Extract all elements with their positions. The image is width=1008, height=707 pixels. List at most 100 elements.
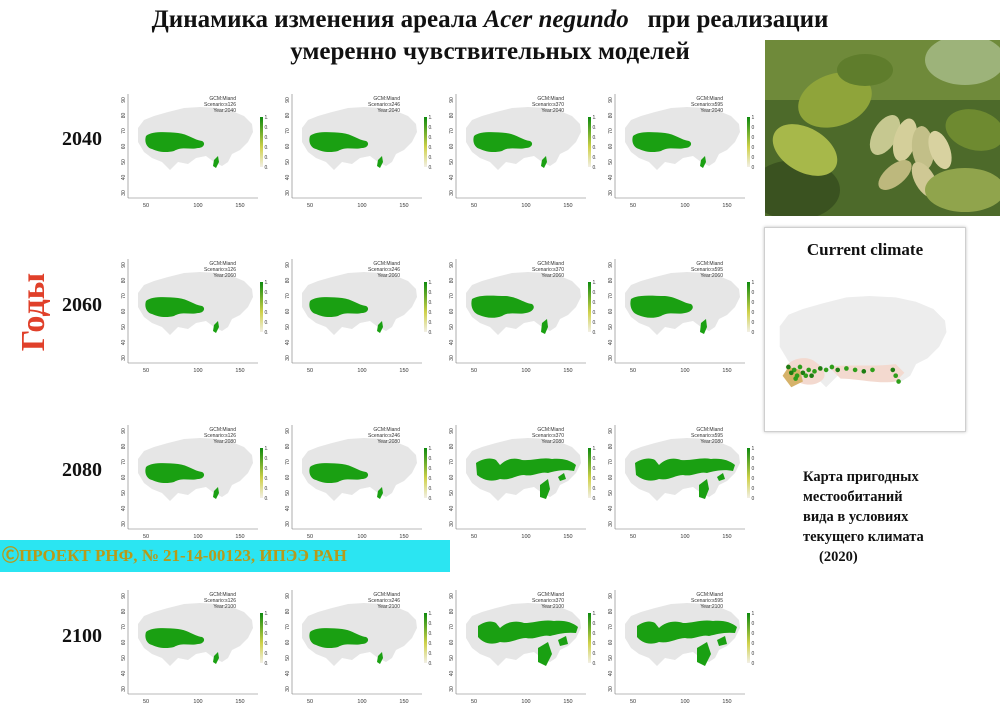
habitat-range-east — [213, 321, 219, 333]
y-tick-label: 40 — [121, 671, 127, 677]
scenario-label: Scenario:s126 — [204, 102, 236, 108]
gcm-label: GCM:Miand — [209, 96, 236, 102]
x-tick-label: 150 — [399, 203, 408, 209]
y-tick-label: 70 — [121, 459, 127, 465]
habitat-range-east — [213, 156, 219, 168]
legend-tick-label: 0.8 — [265, 290, 269, 296]
x-tick-label: 50 — [143, 534, 149, 540]
legend-tick-label: 0 — [752, 661, 755, 667]
years-axis-label: Годы — [15, 272, 52, 352]
y-tick-label: 50 — [121, 655, 127, 661]
x-tick-label: 150 — [563, 534, 572, 540]
legend-tick-label: 1 — [752, 446, 755, 452]
gcm-label: GCM:Miand — [373, 427, 400, 433]
year-label: Year:2040 — [700, 108, 723, 114]
legend-tick-label: 0.2 — [429, 486, 433, 492]
map-panel: 90 80 70 60 50 40 30 50 100 150 GCM:Miand Scenario:… — [446, 421, 596, 540]
y-tick-label: 60 — [121, 309, 127, 315]
title-line-1: Динамика изменения ареала Acer negundo п… — [151, 6, 829, 33]
scenario-label: Scenario:s595 — [691, 598, 723, 604]
legend-tick-label: 0.2 — [429, 320, 433, 326]
x-tick-label: 150 — [722, 534, 731, 540]
project-credit: ⒸПРОЕКТ РНФ, № 21-14-00123, ИПЭЭ РАН — [0, 540, 450, 572]
legend-tick-label: 0.8 — [265, 125, 269, 131]
y-tick-label: 80 — [449, 278, 455, 284]
habitat-range-east — [541, 156, 547, 168]
y-tick-label: 80 — [285, 113, 291, 119]
landmass — [138, 438, 253, 501]
y-tick-label: 70 — [449, 459, 455, 465]
y-tick-label: 70 — [121, 624, 127, 630]
x-tick-label: 50 — [307, 534, 313, 540]
y-tick-label: 90 — [449, 97, 455, 103]
y-tick-label: 40 — [608, 175, 614, 181]
legend-tick-label: 0.2 — [265, 155, 269, 161]
x-tick-label: 150 — [235, 368, 244, 374]
legend-tick-label: 0.4 — [593, 310, 597, 316]
legend-tick-label: 1.0 — [429, 446, 433, 452]
habitat-range-east — [538, 636, 568, 666]
x-tick-label: 50 — [307, 203, 313, 209]
landmass — [302, 603, 417, 666]
y-tick-label: 50 — [449, 159, 455, 165]
x-tick-label: 150 — [563, 203, 572, 209]
legend-colorbar — [260, 282, 263, 332]
legend-tick-label: 1 — [752, 611, 755, 617]
y-tick-label: 60 — [608, 640, 614, 646]
y-tick-label: 30 — [608, 190, 614, 196]
x-tick-label: 150 — [235, 699, 244, 705]
x-tick-label: 50 — [143, 368, 149, 374]
x-tick-label: 150 — [563, 699, 572, 705]
x-tick-label: 150 — [399, 699, 408, 705]
y-tick-label: 90 — [285, 593, 291, 599]
landmass — [779, 295, 947, 388]
habitat-range — [630, 295, 693, 318]
y-tick-label: 80 — [121, 278, 127, 284]
x-tick-label: 150 — [722, 699, 731, 705]
y-tick-label: 70 — [449, 624, 455, 630]
x-tick-label: 150 — [722, 203, 731, 209]
legend-tick-label: 0.4 — [265, 310, 269, 316]
x-tick-label: 100 — [357, 368, 366, 374]
landmass — [138, 272, 253, 335]
x-tick-label: 50 — [307, 699, 313, 705]
legend-colorbar — [260, 117, 263, 167]
y-tick-label: 50 — [449, 490, 455, 496]
legend-tick-label: 0.6 — [429, 631, 433, 637]
y-tick-label: 80 — [449, 609, 455, 615]
y-tick-label: 40 — [285, 175, 291, 181]
x-tick-label: 100 — [193, 534, 202, 540]
y-tick-label: 30 — [449, 190, 455, 196]
high-suitability-point — [812, 369, 817, 374]
scenario-label: Scenario:s370 — [532, 598, 564, 604]
landmass — [302, 272, 417, 335]
y-tick-label: 60 — [121, 475, 127, 481]
high-suitability-point — [791, 367, 797, 373]
y-tick-label: 90 — [608, 97, 614, 103]
landmass — [302, 438, 417, 501]
legend-tick-label: 0.8 — [429, 290, 433, 296]
habitat-range — [637, 620, 737, 644]
y-tick-label: 50 — [121, 324, 127, 330]
habitat-range — [471, 295, 534, 318]
high-suitability-point — [800, 370, 806, 376]
legend-tick-label: 0.0 — [429, 330, 433, 336]
legend-tick-label: 0.0 — [265, 165, 269, 171]
legend-tick-label: 0 — [752, 145, 755, 151]
high-suitability-point — [786, 364, 791, 370]
map-panel: 90 80 70 60 50 40 30 50 100 150 GCM:Miand Scenario:… — [282, 255, 433, 374]
y-tick-label: 70 — [608, 128, 614, 134]
year-label-2080: 2080 — [62, 459, 102, 481]
y-tick-label: 50 — [608, 655, 614, 661]
legend-tick-label: 0.6 — [593, 135, 597, 141]
y-tick-label: 70 — [121, 128, 127, 134]
legend-tick-label: 0.8 — [593, 621, 597, 627]
species-name: Acer negundo — [483, 6, 629, 33]
habitat-range-east — [697, 636, 727, 666]
